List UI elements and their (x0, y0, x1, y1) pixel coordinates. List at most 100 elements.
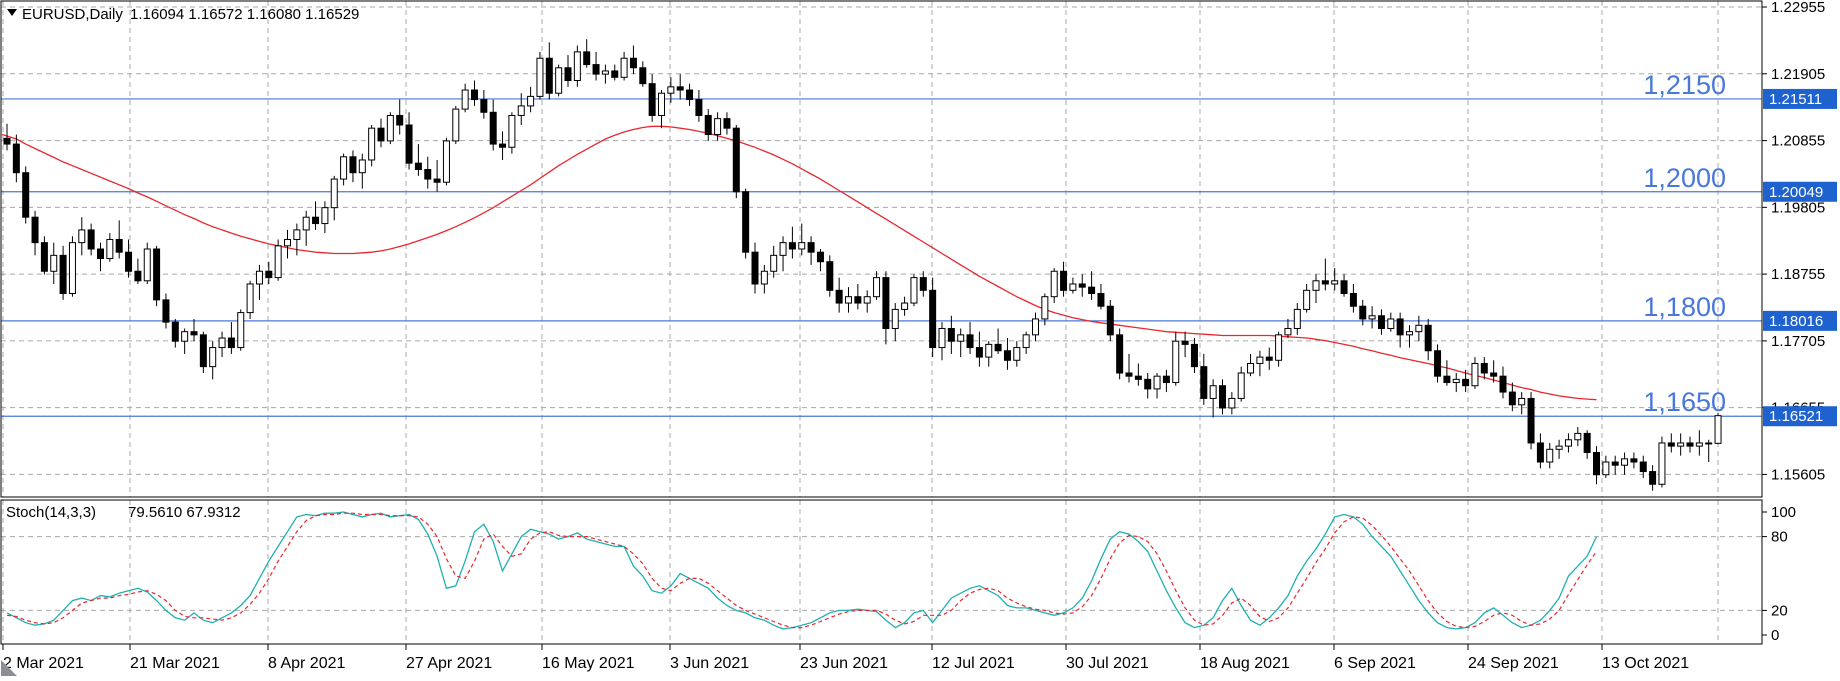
candle-body (59, 254, 67, 295)
candle-body (1331, 280, 1339, 285)
candle-body (714, 118, 722, 136)
candle (78, 217, 86, 256)
candle (1443, 360, 1451, 386)
candle (452, 105, 460, 145)
candle-body (321, 207, 329, 225)
candle-body (349, 156, 357, 174)
candle-body (414, 162, 422, 171)
candle-body (1200, 366, 1208, 399)
candle (1144, 373, 1152, 399)
level-label: 1,1800 (1643, 292, 1726, 322)
candle-body (975, 347, 983, 358)
candle-body (966, 334, 974, 349)
candle (882, 271, 890, 345)
candle-body (1480, 362, 1488, 374)
candle (555, 64, 563, 97)
candle-body (770, 254, 778, 272)
candle (1536, 433, 1544, 469)
price-tick-label: 1.17705 (1771, 333, 1825, 350)
candle-body (181, 331, 189, 342)
candle (873, 271, 881, 300)
candle-body (442, 140, 450, 183)
candle-body (891, 308, 899, 329)
osc-tick-label: 100 (1771, 504, 1796, 521)
candle (1452, 373, 1460, 393)
candle (97, 242, 104, 272)
candle (1462, 369, 1470, 393)
candle (330, 175, 338, 221)
candle-body (255, 270, 263, 285)
candle (1630, 452, 1638, 469)
candle-body (433, 178, 441, 183)
candle-body (1359, 305, 1367, 320)
candle-body (1032, 318, 1039, 336)
candle-body (78, 229, 86, 244)
candle (143, 242, 151, 284)
candle-body (1377, 315, 1385, 329)
candle-body (742, 191, 750, 253)
candle-body (910, 277, 918, 304)
candle-body (835, 289, 843, 304)
level-label: 1,2150 (1643, 70, 1726, 100)
candle-body (1060, 270, 1068, 291)
candle (1480, 357, 1488, 380)
candle-body (68, 242, 76, 295)
stoch-signal-line (6, 512, 1597, 629)
candle-body (471, 89, 478, 101)
candle-body (1181, 340, 1189, 345)
candle (22, 166, 30, 224)
candle-body (209, 347, 217, 368)
candle (620, 51, 628, 81)
candle (1237, 366, 1245, 402)
candle (1331, 268, 1339, 291)
candle-body (293, 229, 301, 240)
candle (629, 45, 637, 75)
candle (1621, 452, 1629, 475)
candle-body (1415, 324, 1423, 333)
time-tick-label: 21 Mar 2021 (130, 655, 220, 672)
candle-body (50, 254, 58, 272)
candle (209, 341, 217, 380)
corner-scroll-icon[interactable] (1, 660, 17, 676)
candle-body (994, 343, 1002, 352)
candle (1190, 338, 1198, 373)
candle (816, 249, 824, 272)
candle-body (461, 89, 469, 110)
candle-body (947, 327, 955, 342)
stoch-values: 79.5610 67.9312 (128, 504, 241, 521)
candle (1321, 258, 1329, 291)
candle (704, 109, 712, 141)
candle-body (1349, 293, 1357, 307)
horizontal-levels: 1,2150 1,2000 1,1800 1,1650 (1, 70, 1762, 417)
candle-body (1228, 397, 1236, 409)
candle (1275, 331, 1283, 367)
candle-body (480, 99, 488, 113)
candle (162, 293, 170, 329)
candle-body (1050, 270, 1058, 298)
time-tick-label: 12 Jul 2021 (932, 655, 1015, 672)
candle (686, 83, 694, 106)
candle-body (1106, 305, 1114, 336)
candle (1069, 277, 1077, 294)
candle (59, 245, 67, 300)
candle-body (452, 108, 460, 142)
candle-body (695, 99, 703, 116)
candle-body (882, 277, 890, 329)
osc-tick-label: 80 (1771, 529, 1788, 546)
candle-body (499, 143, 507, 148)
candle (845, 287, 852, 313)
candle (31, 210, 39, 256)
candle-body (704, 114, 712, 136)
candle (1050, 268, 1058, 304)
dropdown-triangle-icon[interactable] (7, 9, 17, 16)
time-tick-label: 18 Aug 2021 (1200, 655, 1290, 672)
candle-body (845, 296, 852, 304)
candle-body (396, 114, 404, 126)
candle-body (274, 245, 282, 279)
candle-body (919, 277, 927, 291)
candle-body (1097, 293, 1105, 307)
candle (1349, 283, 1357, 313)
candle-body (1508, 391, 1516, 406)
